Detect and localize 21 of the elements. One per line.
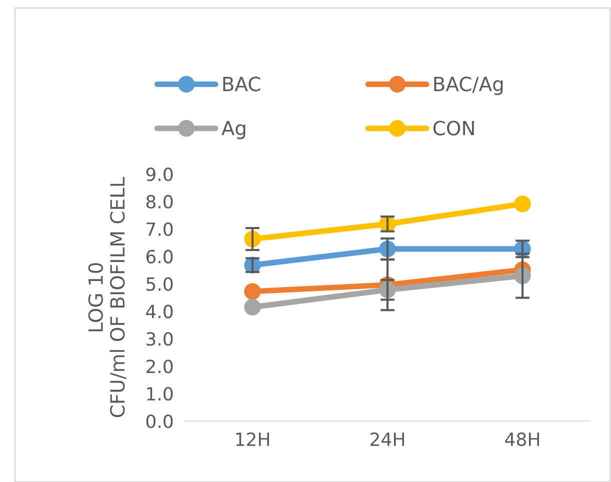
y-tick-label: 9.0 — [146, 167, 173, 182]
x-tick-label: 48H — [505, 432, 539, 446]
y-tick-label: 7.0 — [146, 222, 173, 236]
y-tick-label: 0.0 — [146, 414, 173, 428]
x-tick-label: 24H — [370, 432, 404, 446]
y-tick-label: 3.0 — [146, 332, 173, 346]
legend-label: BAC/Ag — [434, 76, 503, 96]
point — [244, 283, 261, 300]
y-tick-label: 5.0 — [146, 277, 173, 291]
y-tick-label: 6.0 — [146, 250, 173, 264]
legend-label: BAC — [223, 76, 260, 92]
legend-label: Ag — [222, 120, 246, 140]
point — [244, 298, 261, 316]
y-tick-label: 4.0 — [146, 304, 173, 318]
y-axis-title: LOG 10 CFU/ml OF BIOFILM CELL — [88, 176, 126, 418]
legend-label: CON — [433, 120, 474, 136]
y-tick-label: 8.0 — [146, 194, 173, 209]
y-tick-label: 2.0 — [146, 360, 173, 374]
y-tick-label: 1.0 — [147, 387, 173, 401]
point — [514, 196, 531, 212]
x-tick-label: 12H — [236, 432, 269, 446]
